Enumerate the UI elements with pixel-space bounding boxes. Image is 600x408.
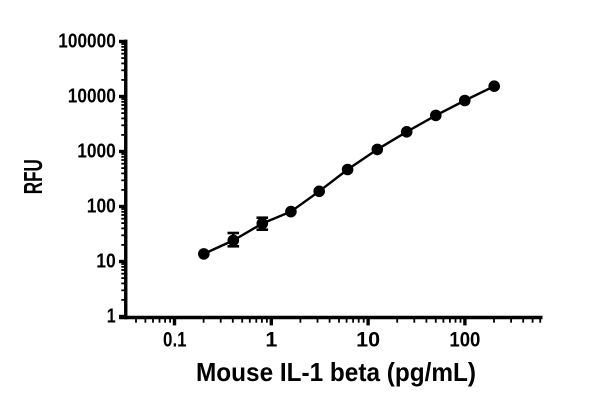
svg-text:100: 100 bbox=[87, 195, 116, 218]
svg-text:100000: 100000 bbox=[58, 30, 116, 53]
svg-text:1000: 1000 bbox=[77, 140, 116, 163]
svg-text:Mouse IL-1 beta (pg/mL): Mouse IL-1 beta (pg/mL) bbox=[196, 357, 476, 387]
svg-text:0.1: 0.1 bbox=[163, 328, 187, 352]
svg-text:100: 100 bbox=[449, 328, 480, 352]
svg-text:1: 1 bbox=[107, 305, 116, 328]
svg-text:RFU: RFU bbox=[18, 159, 48, 194]
svg-text:10000: 10000 bbox=[68, 85, 116, 108]
svg-text:10: 10 bbox=[356, 328, 380, 352]
svg-text:10: 10 bbox=[96, 250, 116, 273]
svg-text:1: 1 bbox=[265, 328, 277, 352]
